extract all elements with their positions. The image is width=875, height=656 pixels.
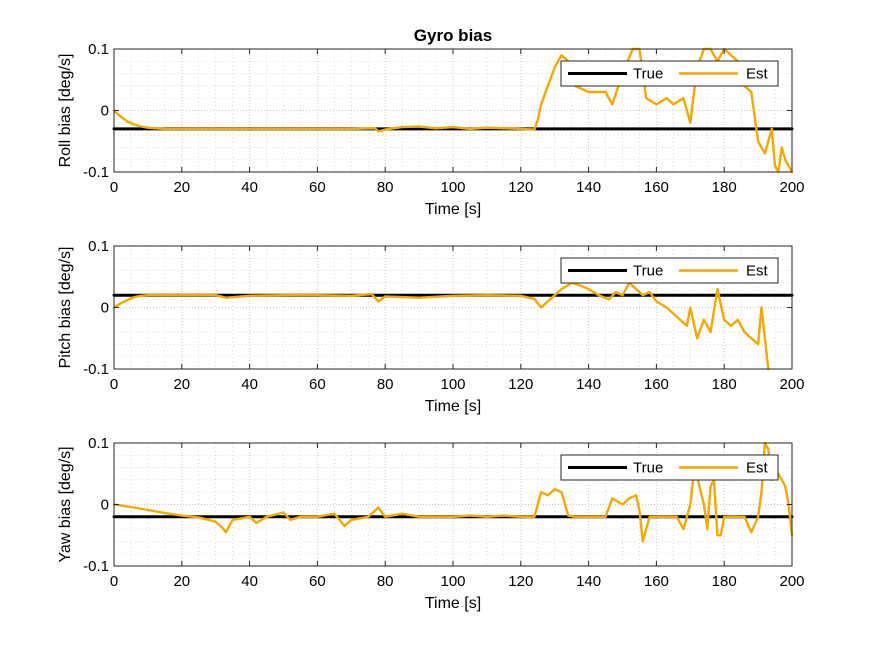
x-tick-label: 180 bbox=[712, 573, 737, 590]
x-tick-label: 60 bbox=[309, 573, 326, 590]
tick-marks bbox=[113, 442, 793, 567]
x-tick-label: 60 bbox=[309, 376, 326, 393]
legend-label-est: Est bbox=[746, 66, 769, 83]
x-tick-label: 200 bbox=[779, 376, 804, 393]
x-tick-label: 20 bbox=[173, 179, 190, 196]
y-tick-label: 0 bbox=[101, 300, 109, 317]
tick-marks bbox=[113, 48, 793, 173]
series-line-est bbox=[112, 281, 770, 371]
legend: True Est bbox=[560, 257, 779, 284]
x-tick-label: 80 bbox=[377, 376, 394, 393]
x-tick-label: 40 bbox=[241, 179, 258, 196]
series-line-est bbox=[112, 441, 794, 543]
legend-label-true: True bbox=[633, 66, 663, 83]
data-lines bbox=[112, 281, 794, 371]
x-tick-label: 160 bbox=[644, 376, 669, 393]
x-tick-label: 200 bbox=[779, 573, 804, 590]
figure-title: Gyro bias bbox=[414, 26, 492, 45]
x-tick-label: 120 bbox=[508, 179, 533, 196]
x-tick-label: 60 bbox=[309, 179, 326, 196]
y-tick-label: 0.1 bbox=[88, 435, 109, 452]
legend-label-true: True bbox=[633, 263, 663, 280]
legend-label-est: Est bbox=[746, 460, 769, 477]
y-tick-label: -0.1 bbox=[83, 558, 109, 575]
data-lines bbox=[112, 441, 794, 543]
yaw-bias-subplot: 0 20 40 60 80 100 120 140 160 180 200-0.100.1Time … bbox=[57, 435, 805, 612]
x-tick-label: 80 bbox=[377, 179, 394, 196]
y-axis-label: Yaw bias [deg/s] bbox=[57, 446, 74, 562]
y-tick-label: -0.1 bbox=[83, 164, 109, 181]
x-tick-label: 140 bbox=[576, 573, 601, 590]
x-axis-label: Time [s] bbox=[425, 398, 481, 415]
x-axis-label: Time [s] bbox=[425, 201, 481, 218]
x-tick-label: 0 bbox=[110, 376, 118, 393]
roll-bias-subplot: 0 20 40 60 80 100 120 140 160 180 200-0.100.1Time … bbox=[57, 41, 805, 218]
y-tick-label: 0 bbox=[101, 497, 109, 514]
y-tick-label: 0 bbox=[101, 103, 109, 120]
x-tick-label: 180 bbox=[712, 376, 737, 393]
legend: True Est bbox=[560, 60, 779, 87]
x-tick-label: 200 bbox=[779, 179, 804, 196]
y-tick-label: -0.1 bbox=[83, 361, 109, 378]
x-tick-label: 20 bbox=[173, 573, 190, 590]
legend: True Est bbox=[560, 454, 779, 481]
tick-marks bbox=[113, 245, 793, 370]
x-tick-label: 160 bbox=[644, 179, 669, 196]
x-tick-label: 160 bbox=[644, 573, 669, 590]
x-tick-label: 100 bbox=[440, 573, 465, 590]
y-tick-label: 0.1 bbox=[88, 238, 109, 255]
x-tick-label: 20 bbox=[173, 376, 190, 393]
x-tick-label: 40 bbox=[241, 376, 258, 393]
x-tick-label: 0 bbox=[110, 179, 118, 196]
x-tick-label: 100 bbox=[440, 179, 465, 196]
x-tick-label: 140 bbox=[576, 179, 601, 196]
legend-label-true: True bbox=[633, 460, 663, 477]
x-tick-label: 120 bbox=[508, 573, 533, 590]
x-tick-label: 40 bbox=[241, 573, 258, 590]
y-tick-label: 0.1 bbox=[88, 41, 109, 58]
x-axis-label: Time [s] bbox=[425, 595, 481, 612]
x-tick-label: 80 bbox=[377, 573, 394, 590]
x-tick-label: 100 bbox=[440, 376, 465, 393]
x-tick-label: 0 bbox=[110, 573, 118, 590]
pitch-bias-subplot: 0 20 40 60 80 100 120 140 160 180 200-0.100.1Time … bbox=[57, 238, 805, 415]
legend-label-est: Est bbox=[746, 263, 769, 280]
x-tick-label: 140 bbox=[576, 376, 601, 393]
y-axis-label: Roll bias [deg/s] bbox=[57, 54, 74, 168]
y-axis-label: Pitch bias [deg/s] bbox=[57, 247, 74, 369]
x-tick-label: 180 bbox=[712, 179, 737, 196]
x-tick-label: 120 bbox=[508, 376, 533, 393]
